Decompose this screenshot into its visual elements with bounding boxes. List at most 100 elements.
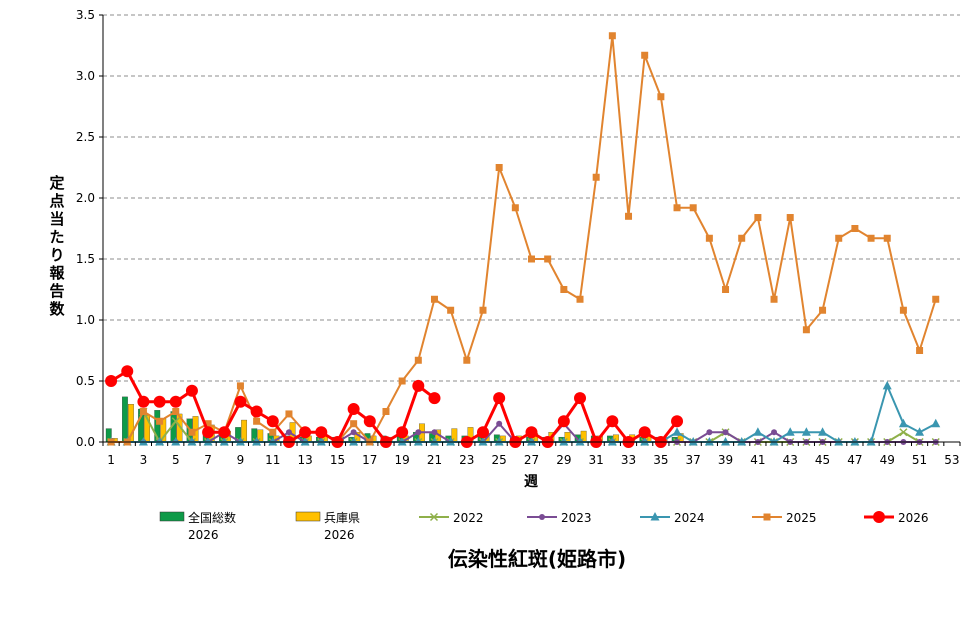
point <box>350 429 357 436</box>
point <box>350 420 358 428</box>
x-tick-label: 47 <box>847 453 862 467</box>
point <box>266 415 279 428</box>
x-tick-labels: 1 3 5 7 9 11 13 15 17 19 21 23 25 27 29 31 33 35 37 39 41 43 4… <box>107 453 959 467</box>
point <box>592 173 600 181</box>
point <box>786 214 794 222</box>
point <box>415 429 422 436</box>
point <box>316 437 326 446</box>
point <box>299 426 312 439</box>
point <box>397 437 407 446</box>
point <box>268 437 278 446</box>
x-tick-label: 3 <box>140 453 148 467</box>
point <box>641 51 649 59</box>
point <box>932 295 940 303</box>
point <box>574 392 587 405</box>
point <box>349 437 359 446</box>
legend-item: 2026 <box>864 511 929 525</box>
x-tick-label: 27 <box>524 453 539 467</box>
point <box>494 437 504 446</box>
x-tick-label: 33 <box>621 453 636 467</box>
point <box>898 418 908 428</box>
point <box>706 429 713 436</box>
y-tick-labels: 0.0 0.5 1.0 1.5 2.0 2.5 3.0 3.5 <box>76 8 95 449</box>
point <box>640 437 650 446</box>
point <box>413 437 423 446</box>
point <box>753 427 763 436</box>
point <box>203 437 213 446</box>
point <box>446 437 456 446</box>
point <box>850 437 860 446</box>
y-axis-label-char: 点 <box>49 192 64 210</box>
point <box>285 429 292 436</box>
point <box>269 428 277 436</box>
point <box>559 437 569 446</box>
y-tick-label: 2.5 <box>76 130 95 144</box>
point <box>478 437 488 446</box>
x-tick-label: 53 <box>944 453 959 467</box>
legend-swatch <box>295 511 321 522</box>
point <box>544 255 552 263</box>
point <box>315 426 328 439</box>
point <box>557 415 570 428</box>
point <box>672 427 682 436</box>
legend-item: 兵庫県 2026 <box>295 511 360 542</box>
point <box>527 437 536 446</box>
x-tick-label: 39 <box>718 453 733 467</box>
legend-label-year: 2026 <box>188 528 219 542</box>
point <box>673 204 681 212</box>
point <box>915 427 925 436</box>
point <box>285 410 293 418</box>
point <box>818 427 828 436</box>
point <box>770 295 778 303</box>
point <box>754 214 762 222</box>
point <box>899 428 908 437</box>
point <box>883 234 891 242</box>
point <box>657 93 665 101</box>
point <box>169 395 182 408</box>
point <box>476 426 489 439</box>
x-tick-label: 15 <box>330 453 345 467</box>
point <box>171 437 181 446</box>
point <box>430 295 438 303</box>
point <box>882 380 892 390</box>
x-tick-label: 19 <box>395 453 410 467</box>
x-axis-label: 週 <box>524 474 538 490</box>
y-tick-label: 0.0 <box>76 435 95 449</box>
legend-label: 2025 <box>786 511 817 525</box>
point <box>834 437 844 446</box>
point <box>607 437 617 446</box>
point <box>851 225 859 232</box>
y-axis-label-char: 当 <box>49 210 64 228</box>
legend-label: 2026 <box>898 511 929 525</box>
point <box>763 513 771 521</box>
point <box>722 286 730 293</box>
point <box>931 418 941 428</box>
point <box>689 204 697 212</box>
x-tick-label: 5 <box>172 453 180 467</box>
point <box>414 356 422 364</box>
x-tick-label: 9 <box>237 453 245 467</box>
point <box>671 415 684 428</box>
point <box>429 512 439 522</box>
point <box>722 429 729 436</box>
x-tick-label: 45 <box>815 453 830 467</box>
point <box>236 382 244 390</box>
point <box>253 417 261 425</box>
point <box>155 437 165 446</box>
point <box>382 408 390 415</box>
point <box>819 306 827 314</box>
point <box>769 437 779 446</box>
chart-title: 伝染性紅斑(姫路市) <box>448 547 626 571</box>
y-tick-label: 0.5 <box>76 374 95 388</box>
point <box>867 234 875 242</box>
point <box>396 426 409 439</box>
point <box>575 437 585 446</box>
x-tick-label: 25 <box>492 453 507 467</box>
point <box>250 405 263 418</box>
legend-item: 2023 <box>527 511 592 525</box>
x-tick-label: 7 <box>204 453 212 467</box>
point <box>204 420 212 428</box>
point <box>234 395 247 408</box>
point <box>511 204 519 212</box>
series-2025 <box>107 32 940 446</box>
